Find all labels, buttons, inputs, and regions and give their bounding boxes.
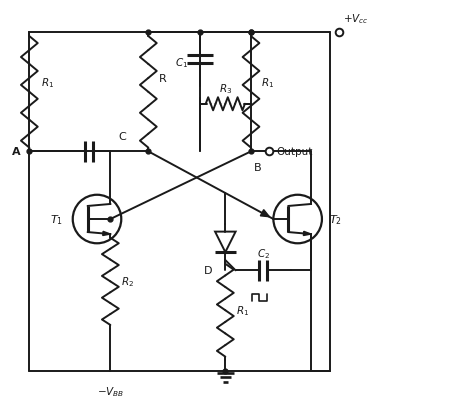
Text: $-V_{BB}$: $-V_{BB}$ [97, 384, 124, 397]
Text: D: D [204, 266, 212, 275]
FancyArrow shape [103, 232, 110, 236]
Text: $R_3$: $R_3$ [219, 82, 232, 96]
Text: Output: Output [277, 147, 313, 157]
FancyArrow shape [303, 232, 311, 236]
Text: R: R [159, 74, 166, 84]
Text: C: C [119, 132, 127, 142]
Text: $+V_{cc}$: $+V_{cc}$ [343, 12, 369, 26]
Text: $R_1$: $R_1$ [261, 77, 274, 90]
Text: $T_2$: $T_2$ [329, 213, 342, 226]
Text: $T_1$: $T_1$ [50, 213, 64, 226]
Text: A: A [12, 147, 21, 157]
FancyArrow shape [260, 210, 269, 217]
Text: B: B [254, 162, 262, 172]
Text: $R_1$: $R_1$ [41, 77, 54, 90]
Text: $R_2$: $R_2$ [120, 275, 134, 289]
Text: $R_1$: $R_1$ [236, 304, 249, 317]
Text: $C_2$: $C_2$ [256, 247, 270, 260]
Text: $C_1$: $C_1$ [175, 56, 188, 70]
